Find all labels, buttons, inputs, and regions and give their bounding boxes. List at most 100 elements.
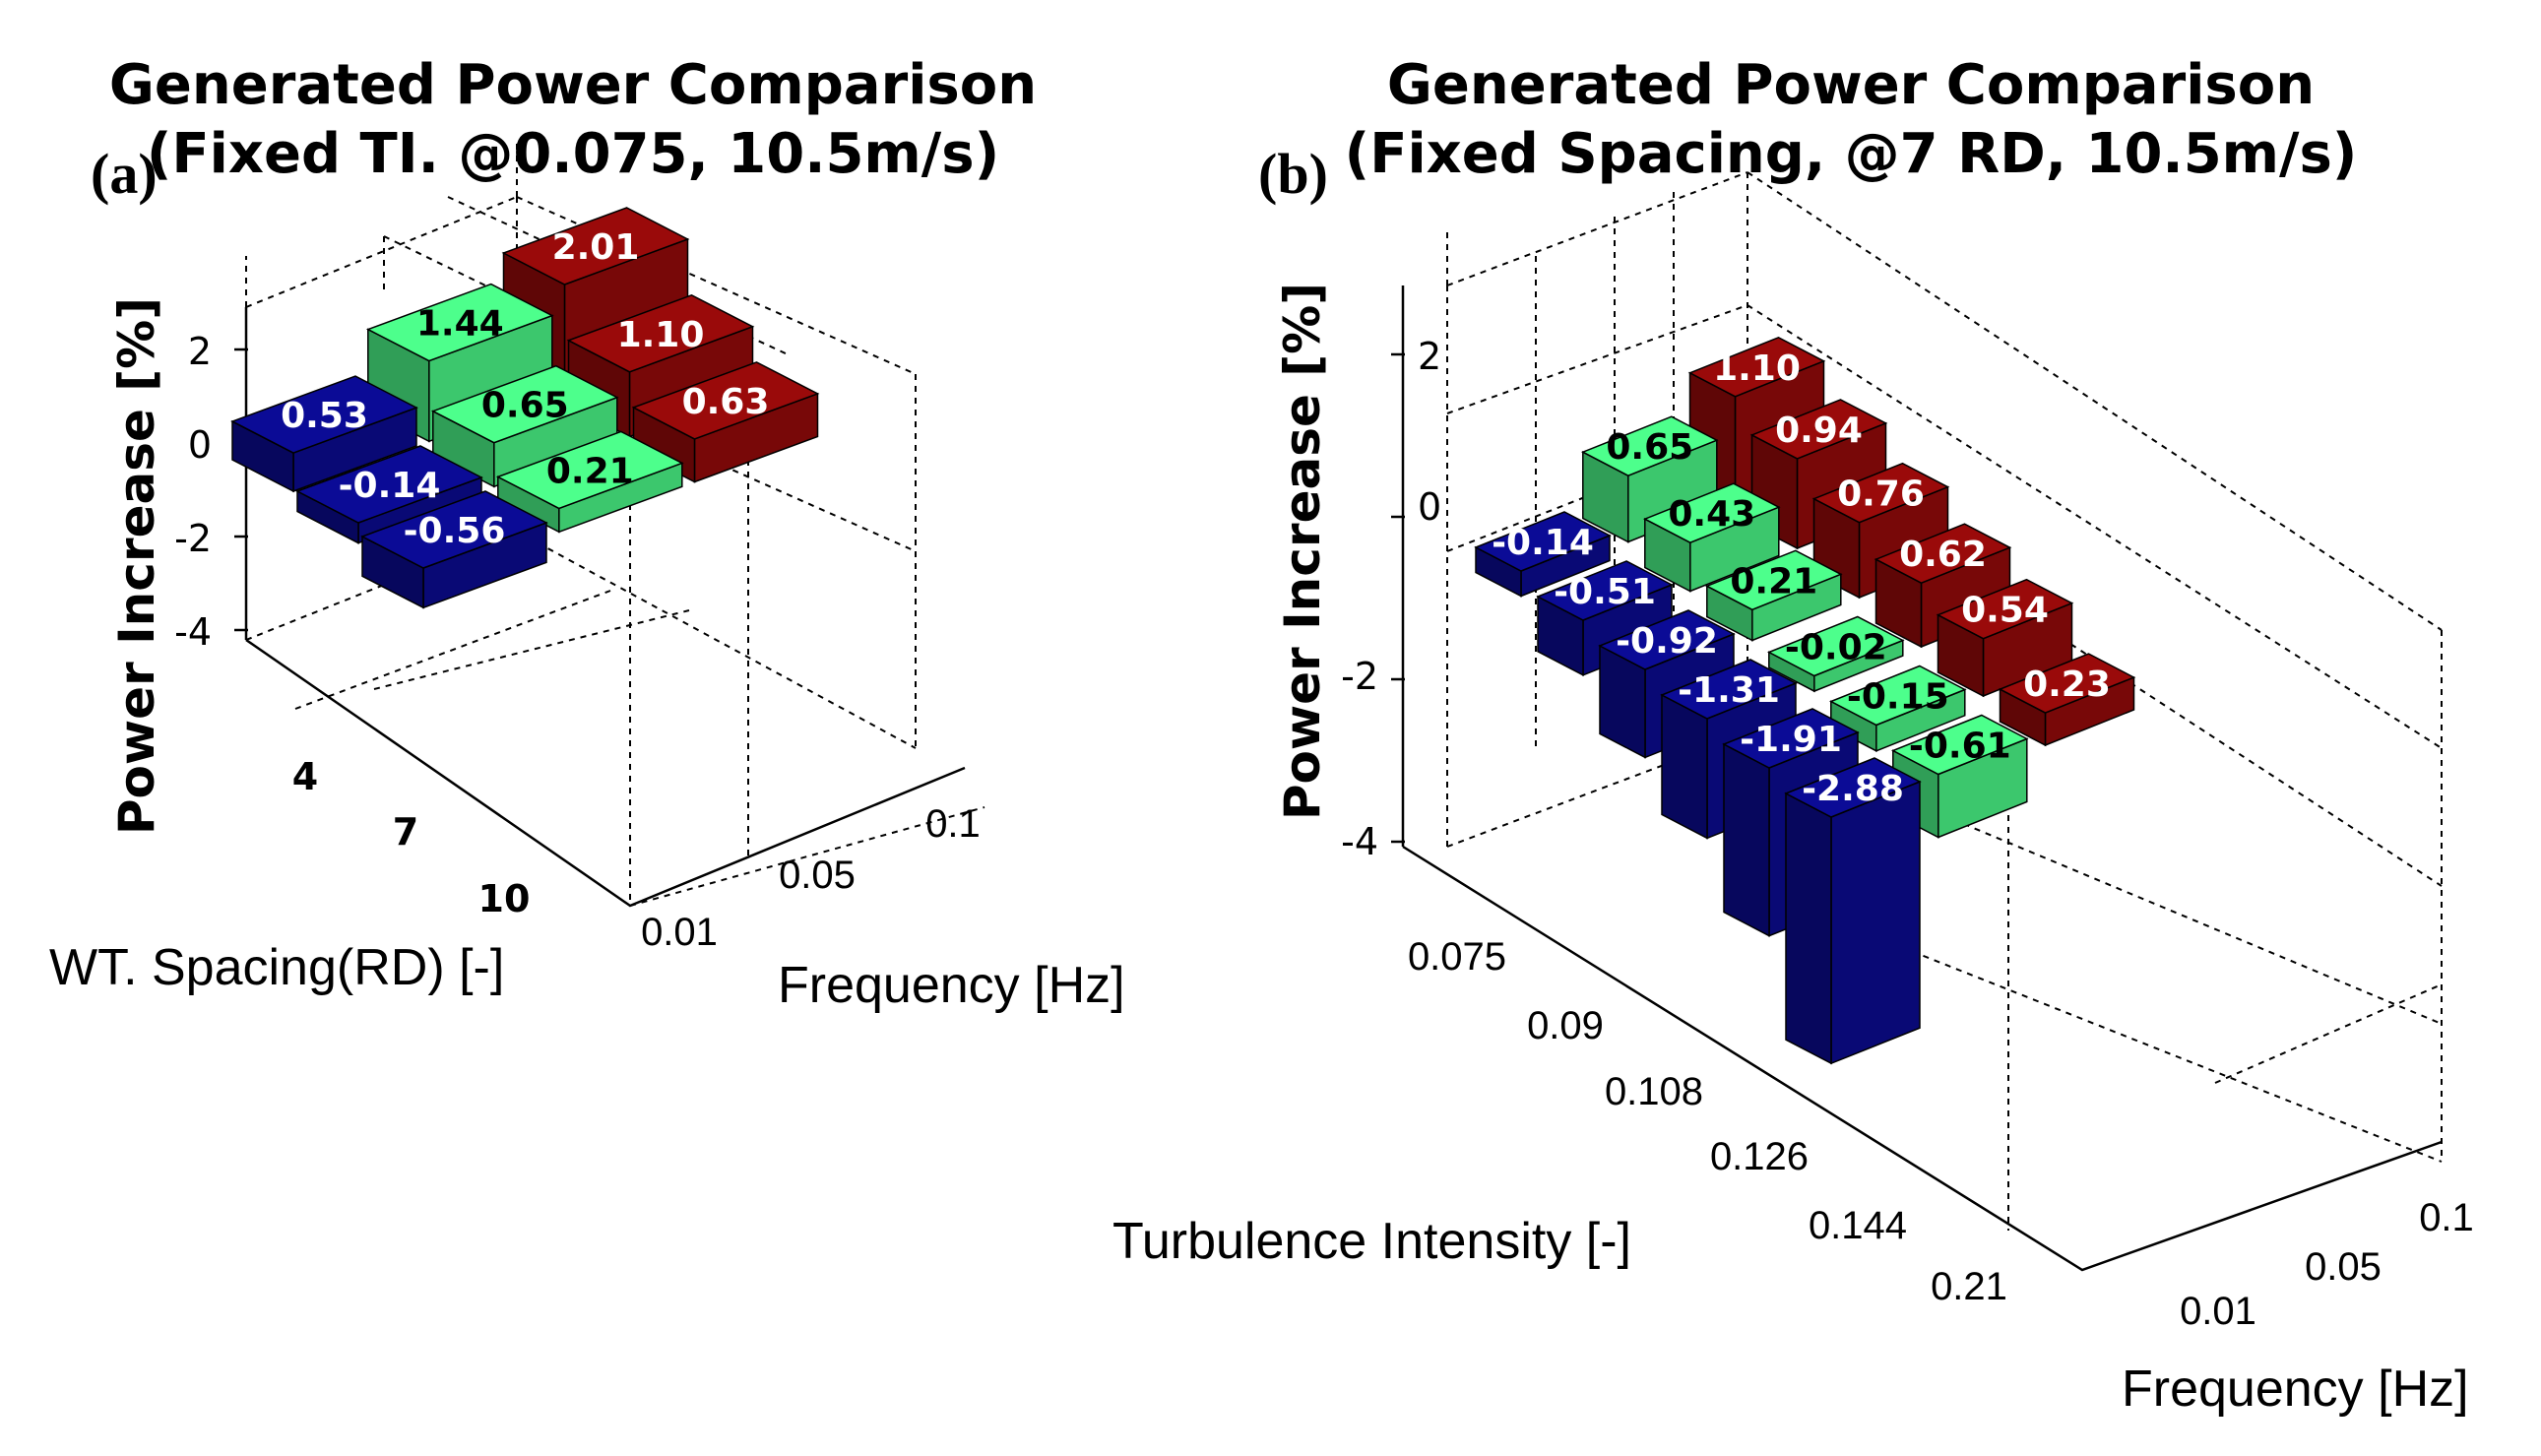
panel-a-bar-value-label: 1.44 xyxy=(416,304,504,345)
panel-b-bar: -0.14 xyxy=(1474,511,1612,598)
panel-a-ztick: 0.01 xyxy=(641,911,718,954)
panel-a-bar: 0.65 xyxy=(430,364,619,488)
panel-b-label: (b) xyxy=(1258,142,1328,206)
panel-a-ytick: 2 xyxy=(188,330,212,373)
panel-a-xtick: 7 xyxy=(393,810,418,854)
panel-a-bar: 0.53 xyxy=(230,375,418,493)
panel-b-bar-front xyxy=(1830,780,1921,1065)
panel-b-bar: -0.15 xyxy=(1829,665,1967,753)
panel-b-floor-axes xyxy=(1402,845,2443,1272)
panel-b-y-label: Power Increase [%] xyxy=(1274,283,1331,820)
panel-b-bar-top xyxy=(1784,757,1922,818)
panel-b-bar: -0.02 xyxy=(1767,615,1905,693)
panel-b-bar-value-label: -0.02 xyxy=(1785,628,1887,668)
panel-b-bar-value-label: -0.15 xyxy=(1847,677,1949,718)
panel-b-bar-value-label: 0.76 xyxy=(1837,475,1925,515)
panel-a-xtick: 4 xyxy=(292,755,318,798)
panel-a-title-line2: (Fixed TI. @0.075, 10.5m/s) xyxy=(147,122,999,186)
panel-b-bar-side xyxy=(1723,742,1770,937)
panel-b-bar-value-label: -0.92 xyxy=(1616,621,1718,662)
panel-b-bar-value-label: 0.62 xyxy=(1899,535,1987,575)
panel-a-bar-top xyxy=(631,361,820,440)
panel-b-bar: -2.88 xyxy=(1784,757,1922,1065)
panel-a-bar-value-label: 0.63 xyxy=(682,382,770,422)
panel-b-bar-value-label: 0.54 xyxy=(1961,591,2049,631)
panel-b-xtick: 0.075 xyxy=(1408,935,1506,979)
panel-a-bar-top xyxy=(360,490,548,569)
panel-b-x-label: Turbulence Intensity [-] xyxy=(1112,1213,1631,1270)
panel-a-bar: 0.63 xyxy=(631,361,820,483)
panel-b-bar-top xyxy=(1660,659,1798,720)
panel-b-bars: 1.10 0.94 0.76 0.62 0.54 0.23 0.65 0.43 0.21 -0.0… xyxy=(1474,336,2136,1065)
panel-b-bar-top xyxy=(1643,482,1781,544)
panel-b-ytick: 2 xyxy=(1418,335,1441,378)
panel-b-title-line1: Generated Power Comparison xyxy=(1387,53,2315,117)
panel-a-bar-value-label: -0.14 xyxy=(339,466,441,506)
panel-b-bar-value-label: 0.43 xyxy=(1668,494,1755,535)
panel-a-bar-value-label: 1.10 xyxy=(617,315,705,355)
panel-a-title-line1: Generated Power Comparison xyxy=(109,53,1037,117)
panel-a-ztick: 0.05 xyxy=(779,854,856,897)
panel-b-bar-top xyxy=(1536,560,1674,621)
panel-a-floor-axes xyxy=(245,638,966,908)
panel-a-xtick: 10 xyxy=(478,877,531,920)
panel-a-bars: 2.01 1.10 0.63 1.44 0.65 0.21 0.53 -0.14 -0.56 xyxy=(230,207,820,609)
panel-b-bar: 0.23 xyxy=(1998,653,2136,747)
panel-b-bar-top xyxy=(1936,578,2074,640)
panel-b-bar-top xyxy=(1705,549,1843,611)
panel-b-bar-side xyxy=(1661,693,1708,840)
panel-b-xtick: 0.09 xyxy=(1527,1004,1604,1047)
panel-a-z-label: Frequency [Hz] xyxy=(778,957,1125,1014)
panel-a-bar-value-label: 0.53 xyxy=(281,396,368,436)
panel-a-bar-top xyxy=(566,293,755,373)
panel-b-bar-top xyxy=(1891,714,2029,776)
panel-a-y-ticks: 2 0 -2 -4 xyxy=(174,330,248,654)
panel-b-ztick: 0.01 xyxy=(2180,1290,2256,1333)
panel-a-bar-top xyxy=(295,445,483,524)
panel-b-bar-value-label: -0.14 xyxy=(1492,523,1594,563)
panel-b-bar-top xyxy=(1687,336,1826,398)
panel-a-ztick: 0.1 xyxy=(925,802,981,846)
panel-b-bar-value-label: 0.65 xyxy=(1606,427,1693,468)
panel-b-ytick: -2 xyxy=(1341,655,1378,698)
panel-b-ztick: 0.05 xyxy=(2305,1245,2382,1289)
panel-b-bar-value-label: -2.88 xyxy=(1802,769,1904,809)
panel-b-bar-top xyxy=(1581,415,1719,477)
panel-a-bar-top xyxy=(501,207,690,285)
panel-a-bar-top xyxy=(365,283,554,362)
panel-b-bar-top xyxy=(1829,665,1967,727)
panel-b-ytick: 0 xyxy=(1418,485,1441,529)
panel-a-bar-value-label: 2.01 xyxy=(552,227,640,268)
panel-b-bar-value-label: -0.51 xyxy=(1554,572,1656,612)
panel-b-bar-side xyxy=(1785,791,1832,1065)
panel-b-bar-value-label: -1.91 xyxy=(1740,720,1842,760)
panel-a-bar-value-label: -0.56 xyxy=(404,511,506,551)
panel-b-bar: 0.21 xyxy=(1705,549,1843,642)
panel-a-bar-value-label: 0.21 xyxy=(546,451,634,491)
panel-b-bar-top xyxy=(1598,609,1736,670)
panel-b-bar: 0.54 xyxy=(1936,578,2074,698)
panel-b-bar: 0.43 xyxy=(1643,482,1781,593)
panel-a-ytick: -4 xyxy=(174,610,212,654)
panel-b-bar-value-label: 1.10 xyxy=(1713,348,1801,389)
panel-b-bar-top xyxy=(1722,708,1860,769)
panel-b-ztick: 0.1 xyxy=(2419,1196,2474,1239)
panel-b-bar-value-label: -0.61 xyxy=(1909,727,2011,767)
panel-b-bar-value-label: 0.94 xyxy=(1775,411,1863,451)
panel-b-bar-value-label: -1.31 xyxy=(1678,670,1780,711)
panel-b-title-line2: (Fixed Spacing, @7 RD, 10.5m/s) xyxy=(1345,122,2358,186)
panel-a-bar-top xyxy=(430,364,619,444)
panel-a-bar: 0.21 xyxy=(495,430,684,534)
panel-a-bar-top xyxy=(495,430,684,510)
panel-b: (b) Generated Power Comparison (Fixed Sp… xyxy=(1112,53,2474,1418)
panel-b-xtick: 0.126 xyxy=(1710,1135,1809,1178)
panel-b-xtick: 0.21 xyxy=(1931,1265,2007,1308)
panel-b-bar-top xyxy=(1874,523,2012,585)
panel-b-z-label: Frequency [Hz] xyxy=(2122,1361,2469,1418)
panel-a-bar-value-label: 0.65 xyxy=(481,386,569,426)
panel-a-bar: -0.56 xyxy=(360,490,548,609)
panel-a: (a) Generated Power Comparison (Fixed TI… xyxy=(49,53,1125,1014)
panel-a-label: (a) xyxy=(91,142,158,206)
panel-b-bar-value-label: 0.21 xyxy=(1730,561,1817,601)
